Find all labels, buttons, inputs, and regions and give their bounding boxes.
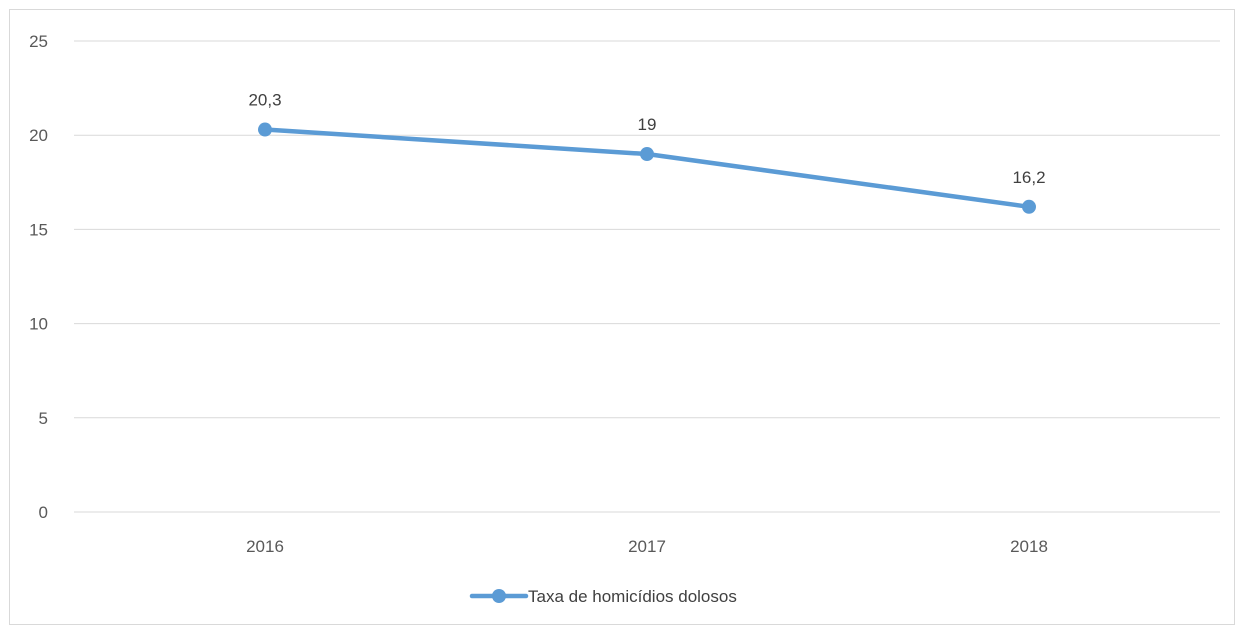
- y-tick-label-15: 15: [29, 220, 48, 239]
- x-tick-label-2017: 2017: [628, 537, 666, 556]
- x-axis-ticks: 2016 2017 2018: [246, 537, 1048, 556]
- data-point-2017: [640, 147, 654, 162]
- y-tick-label-5: 5: [39, 409, 48, 428]
- legend: Taxa de homicídios dolosos: [469, 587, 737, 606]
- series-line-0: [262, 127, 1032, 210]
- data-label-2017: 19: [638, 115, 657, 134]
- data-label-2016: 20,3: [248, 91, 281, 110]
- x-tick-label-2018: 2018: [1010, 537, 1048, 556]
- legend-marker: [492, 589, 506, 603]
- data-label-2018: 16,2: [1012, 168, 1045, 187]
- x-tick-label-2016: 2016: [246, 537, 284, 556]
- y-tick-label-20: 20: [29, 126, 48, 145]
- legend-label: Taxa de homicídios dolosos: [528, 587, 737, 606]
- y-tick-label-25: 25: [29, 32, 48, 51]
- y-axis-ticks: 0 5 10 15 20 25: [29, 32, 48, 522]
- data-point-2018: [1022, 199, 1036, 214]
- series-lines: [258, 122, 1036, 214]
- chart-frame: [9, 9, 1235, 625]
- data-point-2016: [258, 122, 272, 137]
- y-tick-label-10: 10: [29, 315, 48, 334]
- y-tick-label-0: 0: [39, 503, 48, 522]
- data-labels: 20,3 19 16,2: [248, 91, 1045, 187]
- gridlines: [74, 40, 1220, 513]
